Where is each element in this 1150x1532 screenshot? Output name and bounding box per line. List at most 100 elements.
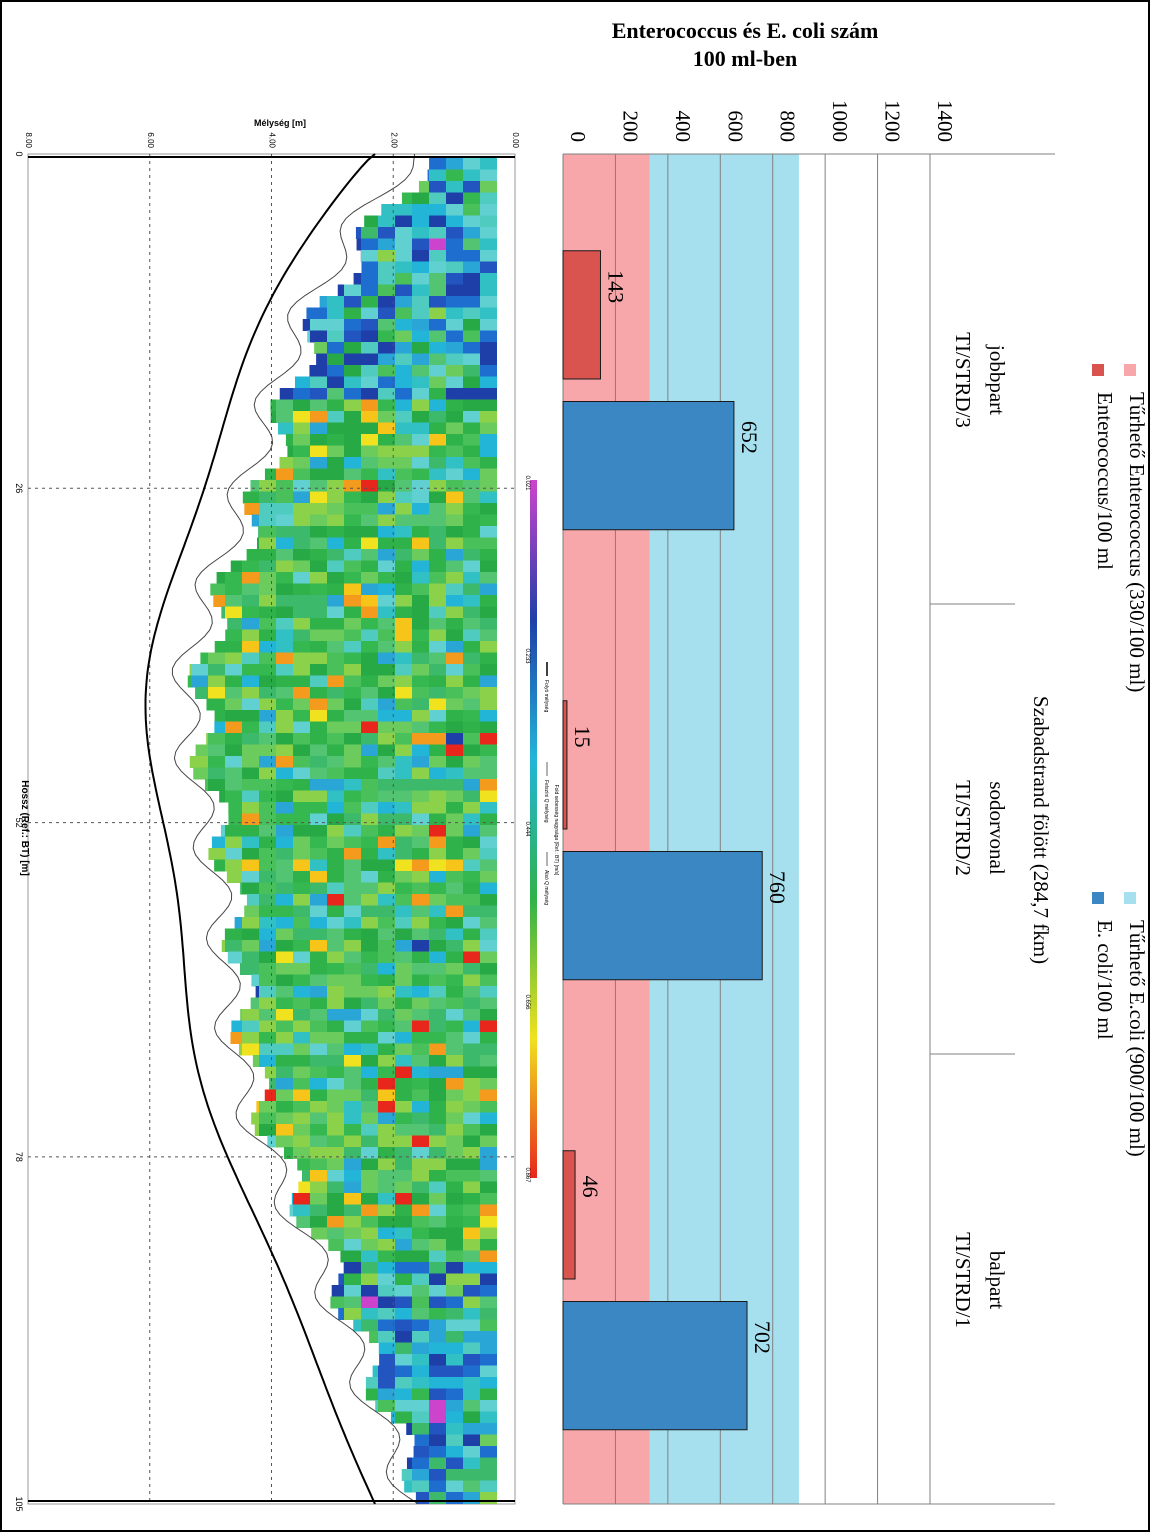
heatmap-cell	[361, 1066, 378, 1079]
heatmap-cell	[412, 767, 429, 780]
heatmap-cell	[446, 652, 463, 665]
heatmap-cell	[378, 802, 395, 814]
heatmap-cell	[446, 951, 463, 964]
heatmap-cell	[356, 238, 361, 251]
heatmap-cell	[412, 365, 429, 377]
heatmap-cell	[361, 606, 378, 619]
heatmap-cell	[361, 859, 378, 872]
heatmap-cell	[446, 641, 463, 653]
heatmap-cell	[344, 687, 361, 699]
heatmap-cell	[361, 928, 378, 941]
heatmap-cell	[446, 848, 463, 860]
heatmap-cell	[293, 882, 310, 895]
heatmap-cell	[200, 652, 208, 665]
heatmap-cell	[327, 767, 344, 780]
heatmap-cell	[242, 687, 259, 699]
heatmap-cell	[412, 1089, 429, 1102]
heatmap-cell	[242, 710, 259, 722]
heatmap-cell	[327, 641, 344, 653]
heatmap-cell	[401, 192, 412, 205]
heatmap-cell	[225, 859, 242, 872]
heatmap-cell	[276, 1135, 293, 1148]
heatmap-cell	[463, 974, 480, 987]
heatmap-cell	[378, 974, 395, 987]
heatmap-cell	[242, 917, 259, 929]
heatmap-cell	[327, 721, 344, 734]
heatmap-cell	[344, 1273, 361, 1286]
heatmap-cell	[361, 514, 378, 527]
heatmap-cell	[327, 1055, 344, 1067]
heatmap-cell	[276, 802, 293, 814]
bacteria-bar-chart: 0 200 400 600 800 1000 1200 1400143652157604670…	[562, 100, 1055, 1505]
heatmap-cell	[344, 1089, 361, 1102]
heatmap-cell	[310, 365, 327, 377]
heatmap-cell	[378, 480, 395, 492]
heatmap-cell	[378, 1262, 395, 1274]
heatmap-cell	[361, 986, 378, 998]
heatmap-cell	[361, 951, 378, 964]
heatmap-cell	[429, 1170, 446, 1182]
heatmap-cell	[344, 1193, 361, 1205]
heatmap-cell	[310, 1204, 327, 1217]
heatmap-cell	[395, 526, 412, 538]
heatmap-cell	[480, 273, 497, 285]
heatmap-cell	[446, 319, 463, 331]
heatmap-cell	[480, 227, 497, 239]
heatmap-cell	[412, 951, 429, 964]
heatmap-legend-label: Alsó Q mélység	[543, 870, 549, 905]
heatmap-cell	[480, 365, 497, 377]
heatmap-cell	[225, 733, 242, 745]
heatmap-cell	[344, 445, 361, 458]
heatmap-cell	[361, 917, 378, 929]
heatmap-cell	[276, 560, 293, 573]
heatmap-cell	[446, 1423, 463, 1435]
heatmap-cell	[429, 848, 446, 860]
heatmap-cell	[463, 641, 480, 653]
heatmap-cell	[208, 652, 225, 665]
heatmap-cell	[378, 790, 395, 803]
heatmap-cell	[242, 698, 259, 711]
heatmap-cell	[378, 1135, 395, 1148]
heatmap-cell	[446, 1342, 463, 1355]
enterococcus-bar-sodorvonal	[562, 700, 568, 830]
heatmap-cell	[344, 802, 361, 814]
heatmap-cell	[344, 503, 361, 515]
tick-label-group: 1400	[933, 100, 957, 142]
heatmap-cell	[361, 652, 378, 665]
heatmap-cell	[242, 928, 259, 941]
heatmap-cell	[412, 1216, 429, 1228]
heatmap-cell	[412, 445, 429, 458]
heatmap-cell	[228, 802, 242, 814]
heatmap-cell	[293, 514, 310, 527]
heatmap-cell	[412, 1388, 429, 1401]
heatmap-cell	[361, 238, 378, 251]
heatmap-cell	[259, 514, 276, 527]
heatmap-cell	[214, 721, 225, 734]
heatmap-cell	[446, 227, 463, 239]
heatmap-cell	[310, 572, 327, 584]
heatmap-cell	[463, 238, 480, 251]
heatmap-cell	[316, 353, 327, 366]
heatmap-cell	[208, 744, 225, 757]
heatmap-cell	[446, 1216, 463, 1228]
heatmap-cell	[446, 514, 463, 527]
heatmap-cell	[412, 928, 429, 941]
heatmap-cell	[361, 422, 378, 435]
heatmap-cell	[378, 986, 395, 998]
heatmap-cell	[344, 1170, 361, 1182]
heatmap-cell	[327, 882, 344, 895]
heatmap-cell	[225, 629, 242, 642]
heatmap-cell	[429, 307, 446, 320]
heatmap-cell	[327, 733, 344, 745]
heatmap-cell	[378, 1227, 395, 1240]
heatmap-cell	[270, 399, 276, 412]
heatmap-cell	[276, 733, 293, 745]
heatmap-cell	[446, 767, 463, 780]
heatmap-cell	[293, 894, 310, 906]
heatmap-cell	[395, 399, 412, 412]
heatmap-cell	[395, 1078, 412, 1090]
heatmap-cell	[480, 733, 497, 745]
heatmap-cell	[412, 974, 429, 987]
heatmap-cell	[361, 250, 378, 262]
heatmap-cell	[446, 1331, 463, 1343]
